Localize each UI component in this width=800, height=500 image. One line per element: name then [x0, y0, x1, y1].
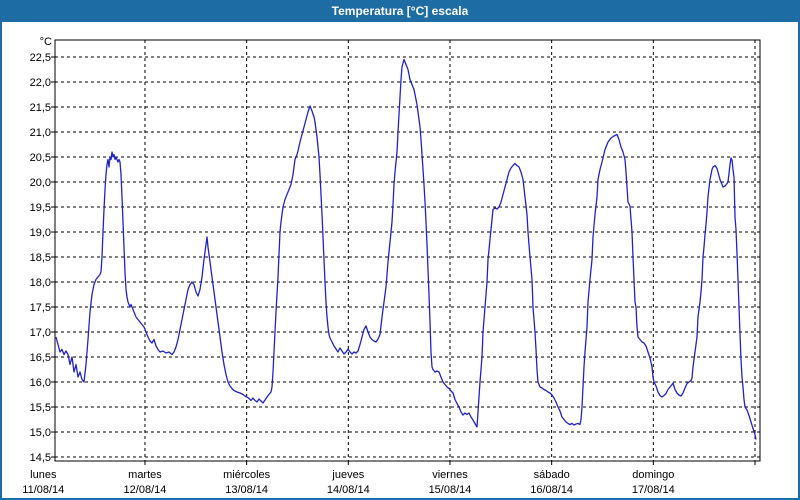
y-axis-tick-label: 21,0	[30, 127, 51, 139]
y-axis-tick-label: 17,0	[30, 327, 51, 339]
x-axis-day-label: martes	[128, 469, 162, 481]
y-axis-tick-label: 22,5	[30, 52, 51, 64]
y-axis-tick-label: 16,5	[30, 352, 51, 364]
y-axis-unit-label: °C	[39, 36, 52, 48]
x-axis-day-label: viernes	[432, 469, 468, 481]
y-axis-tick-label: 15,0	[30, 427, 51, 439]
x-axis-date-label: 11/08/14	[22, 484, 64, 496]
y-axis-tick-label: 14,5	[30, 452, 51, 464]
y-axis-tick-label: 21,5	[30, 102, 51, 114]
x-axis-date-label: 13/08/14	[225, 484, 268, 496]
x-axis-date-label: 12/08/14	[124, 484, 167, 496]
x-axis-date-label: 14/08/14	[327, 484, 370, 496]
plot-border	[54, 39, 761, 462]
x-axis-date-label: 16/08/14	[530, 484, 573, 496]
y-axis-tick-label: 19,5	[30, 202, 51, 214]
y-axis-tick-label: 18,5	[30, 252, 51, 264]
x-axis-day-label: domingo	[632, 469, 674, 481]
x-axis-date-label: 15/08/14	[429, 484, 472, 496]
y-axis-tick-label: 17,5	[30, 302, 51, 314]
x-axis-day-label: lunes	[30, 469, 57, 481]
y-axis-tick-label: 20,0	[30, 177, 51, 189]
x-axis-day-label: sábado	[534, 469, 570, 481]
temperature-series	[55, 58, 757, 440]
y-axis-tick-label: 20,5	[30, 152, 51, 164]
y-axis-tick-label: 18,0	[30, 277, 51, 289]
x-axis-day-label: jueves	[331, 469, 364, 481]
y-axis-tick-label: 19,0	[30, 227, 51, 239]
window-title: Temperatura [°C] escala	[331, 4, 469, 18]
title-bar[interactable]: Temperatura [°C] escala	[0, 0, 800, 22]
y-axis-tick-label: 15,5	[30, 402, 51, 414]
x-axis-date-label: 17/08/14	[632, 484, 675, 496]
y-axis-tick-label: 22,0	[30, 77, 51, 89]
x-axis-day-label: miércoles	[223, 469, 271, 481]
y-axis-tick-label: 16,0	[30, 377, 51, 389]
